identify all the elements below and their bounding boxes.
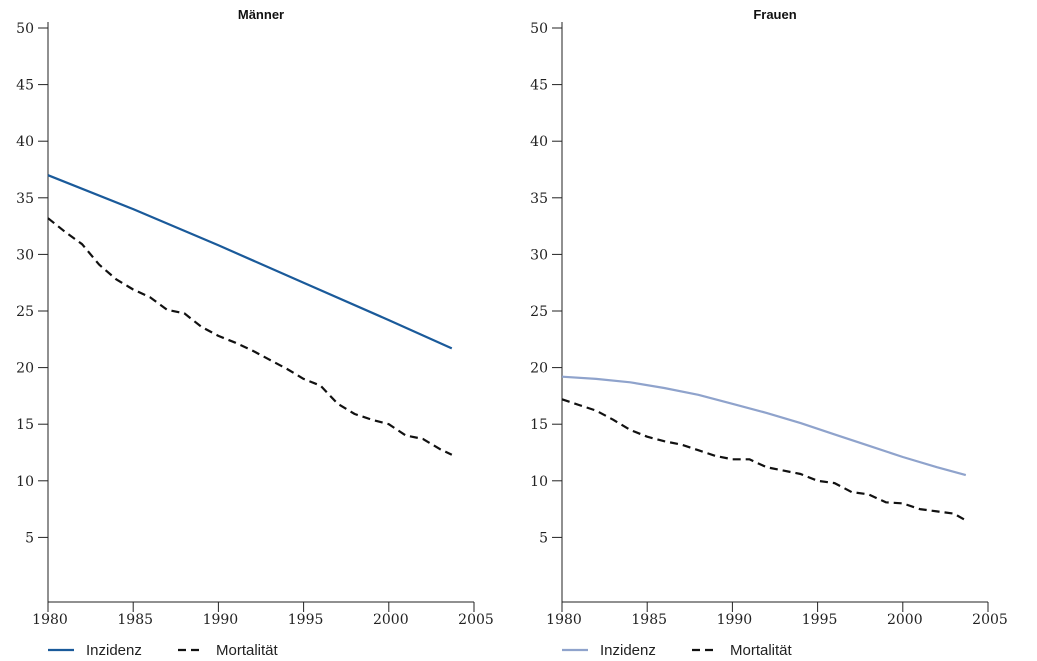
series-line-mortalität xyxy=(561,398,967,522)
series-line-inzidenz xyxy=(561,375,967,477)
y-tick-label: 10 xyxy=(530,474,548,490)
x-tick-label: 1980 xyxy=(32,612,68,628)
y-tick-label: 40 xyxy=(16,134,34,150)
legend-label: Inzidenz xyxy=(86,642,142,659)
y-tick-label: 35 xyxy=(530,191,548,207)
y-tick-label: 10 xyxy=(16,474,34,490)
panel-maenner: Männer 5 10 15 20 25 30 35 40 45 50 1980 1985 1990 199… xyxy=(16,7,494,659)
x-tick-label: 1995 xyxy=(802,612,838,628)
y-tick-label: 20 xyxy=(16,361,34,377)
legend-label: Mortalität xyxy=(730,642,793,659)
x-tick-label: 2005 xyxy=(972,612,1008,628)
x-tick-label: 1985 xyxy=(631,612,667,628)
y-tick-label: 40 xyxy=(530,134,548,150)
y-tick-label: 15 xyxy=(530,417,548,433)
y-tick-label: 45 xyxy=(16,78,34,94)
x-tick-label: 2000 xyxy=(887,612,923,628)
y-tick-label: 30 xyxy=(16,247,34,263)
x-tick-label: 1995 xyxy=(288,612,324,628)
legend-label: Mortalität xyxy=(216,642,279,659)
y-tick-label: 50 xyxy=(530,21,548,37)
series-line-mortalität xyxy=(47,217,453,456)
y-tick-label: 20 xyxy=(530,361,548,377)
y-tick-label: 25 xyxy=(530,304,548,320)
legend-label: Inzidenz xyxy=(600,642,656,659)
x-tick-label: 2000 xyxy=(373,612,409,628)
y-tick-label: 25 xyxy=(16,304,34,320)
y-tick-label: 15 xyxy=(16,417,34,433)
x-tick-label: 2005 xyxy=(458,612,494,628)
x-tick-label: 1990 xyxy=(717,612,753,628)
chart-title: Männer xyxy=(238,7,284,22)
series-line-inzidenz xyxy=(47,174,453,350)
y-tick-label: 5 xyxy=(539,530,548,546)
panel-frauen: Frauen 5 10 15 20 25 30 35 40 45 50 1980 1985 1990 199… xyxy=(530,7,1008,659)
y-tick-label: 35 xyxy=(16,191,34,207)
y-tick-label: 45 xyxy=(530,78,548,94)
chart-title: Frauen xyxy=(753,7,796,22)
y-tick-label: 50 xyxy=(16,21,34,37)
x-tick-label: 1985 xyxy=(117,612,153,628)
y-tick-label: 5 xyxy=(25,530,34,546)
x-tick-label: 1990 xyxy=(203,612,239,628)
x-tick-label: 1980 xyxy=(546,612,582,628)
y-tick-label: 30 xyxy=(530,247,548,263)
